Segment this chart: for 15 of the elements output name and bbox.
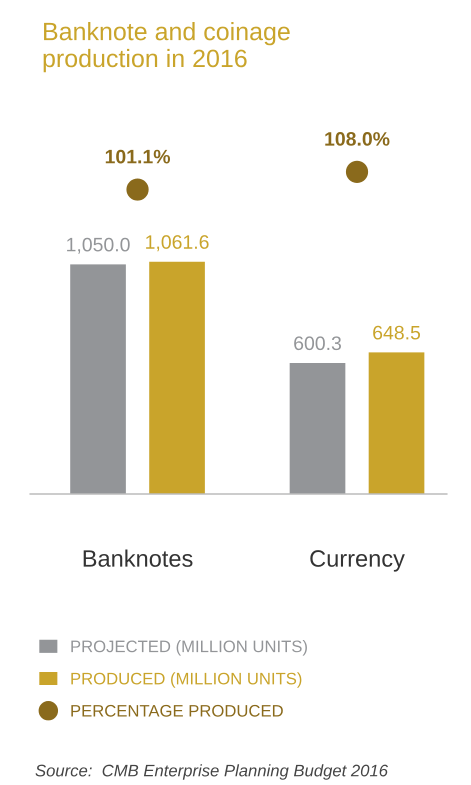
legend-label: PROJECTED (MILLION UNITS) — [71, 640, 307, 656]
chart-title: Banknote and coinage production in 2016 — [44, 22, 290, 72]
text: 101.1% — [106, 150, 170, 164]
data-label: 648.5 — [373, 326, 420, 340]
legend-label: PRODUCED (MILLION UNITS) — [71, 672, 302, 688]
text: PERCENTAGE PRODUCED — [71, 704, 283, 717]
x-tick-label: Banknotes — [84, 550, 192, 567]
bar — [148, 260, 206, 494]
x-tick-label: Currency — [310, 550, 405, 572]
data-label: 1,050.0 — [67, 238, 130, 254]
data-label: 1,061.6 — [146, 235, 209, 252]
source-note: Source: CMB Enterprise Planning Budget 2016 — [35, 764, 388, 780]
data-label: 600.3 — [294, 336, 341, 350]
bar — [367, 351, 426, 494]
text: 108.0% — [325, 132, 390, 146]
